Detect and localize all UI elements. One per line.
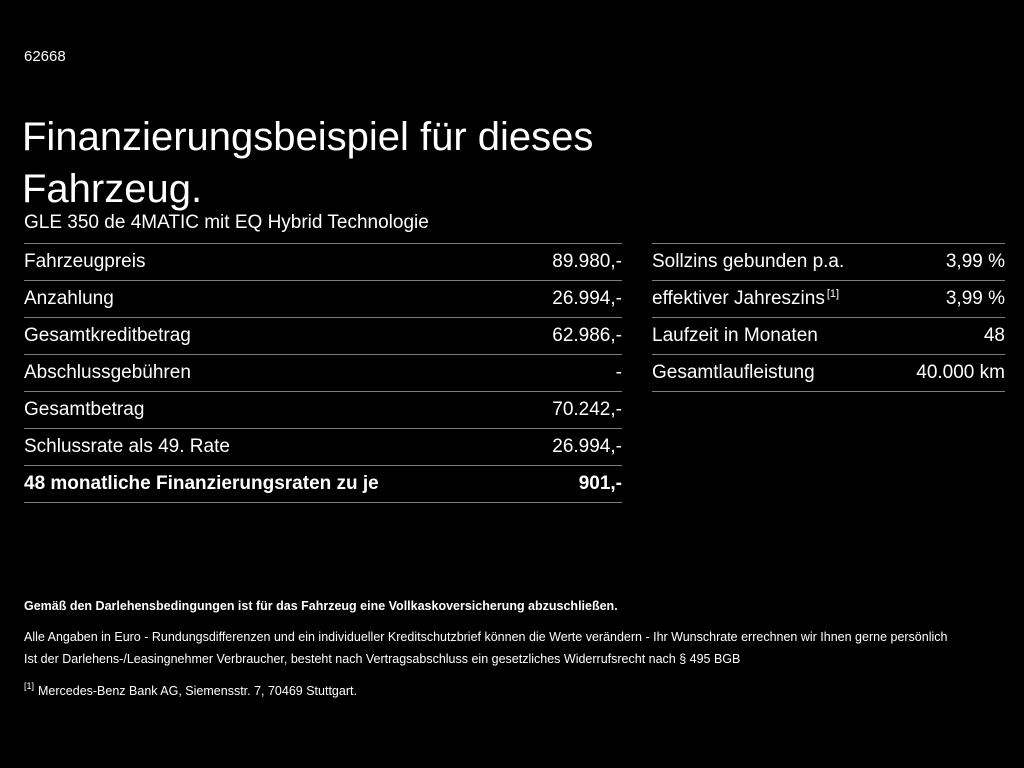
table-row-gesamtbetrag: Gesamtbetrag 70.242,- [24,391,622,428]
footnote-ref-marker: [1] [24,681,35,692]
row-label: Abschlussgebühren [24,362,191,383]
footer-footnote: [1] Mercedes-Benz Bank AG, Siemensstr. 7,… [24,681,1000,701]
footnote-text: Mercedes-Benz Bank AG, Siemensstr. 7, 70… [38,683,357,698]
row-label: Gesamtlaufleistung [652,362,815,383]
page-title-line1: Finanzierungsbeispiel für dieses [22,114,594,159]
row-value: 48 [983,325,1005,346]
table-row-effektiver-jahreszins: effektiver Jahreszins [1] 3,99 % [652,280,1005,317]
table-row-sollzins: Sollzins gebunden p.a. 3,99 % [652,243,1005,280]
row-value: 62.986,- [552,325,622,346]
row-label: 48 monatliche Finanzierungsraten zu je [24,473,379,494]
row-label-text: effektiver Jahreszins [652,288,825,309]
row-label: Laufzeit in Monaten [652,325,818,346]
financing-table-left: Fahrzeugpreis 89.980,- Anzahlung 26.994,… [24,243,622,503]
row-value: 26.994,- [552,288,622,309]
row-value: 89.980,- [552,251,622,272]
row-label: Schlussrate als 49. Rate [24,436,230,457]
table-row-gesamtlaufleistung: Gesamtlaufleistung 40.000 km [652,354,1005,392]
row-value: 3,99 % [945,251,1005,272]
footer-insurance-note: Gemäß den Darlehensbedingungen ist für d… [24,599,618,613]
row-value: 40.000 km [916,362,1005,383]
row-label: Gesamtbetrag [24,399,145,420]
page-title: Finanzierungsbeispiel für dieses Fahrzeu… [22,111,593,215]
row-label: Anzahlung [24,288,114,309]
row-label: Gesamtkreditbetrag [24,325,191,346]
page-title-line2: Fahrzeug. [22,166,203,211]
table-row-schlussrate: Schlussrate als 49. Rate 26.994,- [24,428,622,465]
legal-footer: Gemäß den Darlehensbedingungen ist für d… [24,598,1000,700]
row-label: effektiver Jahreszins [1] [652,288,839,310]
table-row-anzahlung: Anzahlung 26.994,- [24,280,622,317]
table-row-gesamtkreditbetrag: Gesamtkreditbetrag 62.986,- [24,317,622,354]
row-value: 26.994,- [552,436,622,457]
table-row-fahrzeugpreis: Fahrzeugpreis 89.980,- [24,243,622,280]
table-row-abschlussgebuehren: Abschlussgebühren - [24,354,622,391]
table-row-monatsrate: 48 monatliche Finanzierungsraten zu je 9… [24,465,622,503]
row-value: 901,- [578,473,622,494]
financing-table-right: Sollzins gebunden p.a. 3,99 % effektiver… [652,243,1005,503]
table-row-laufzeit: Laufzeit in Monaten 48 [652,317,1005,354]
financing-tables: Fahrzeugpreis 89.980,- Anzahlung 26.994,… [24,243,1005,503]
row-value: 70.242,- [552,399,622,420]
footer-disclaimer-line2: Ist der Darlehens-/Leasingnehmer Verbrau… [24,652,741,666]
row-value: 3,99 % [945,288,1005,309]
document-id: 62668 [24,48,66,65]
footer-disclaimer-line1: Alle Angaben in Euro - Rundungsdifferenz… [24,629,948,644]
row-label: Fahrzeugpreis [24,251,146,272]
footnote-reference: [1] [826,287,840,300]
vehicle-model-subtitle: GLE 350 de 4MATIC mit EQ Hybrid Technolo… [24,212,429,233]
row-label: Sollzins gebunden p.a. [652,251,845,272]
row-value: - [615,362,622,383]
